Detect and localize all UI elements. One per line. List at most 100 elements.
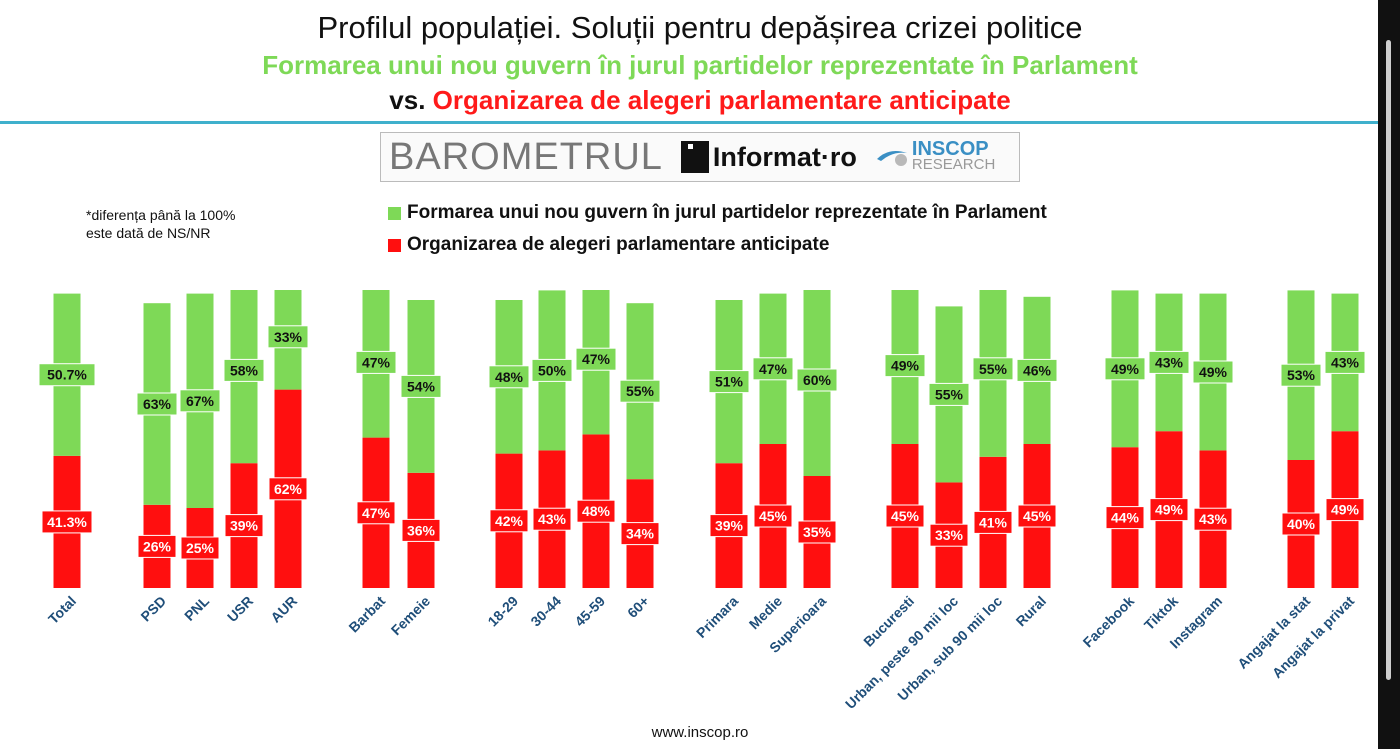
bar-red-label: 43% xyxy=(1199,511,1228,527)
bar-green-label: 55% xyxy=(935,386,964,402)
bar-red-label: 42% xyxy=(495,513,524,529)
bar-green-label: 51% xyxy=(715,374,744,390)
note-line-1: *diferența până la 100% xyxy=(86,207,236,223)
bar-green-label: 67% xyxy=(186,393,215,409)
bar-red-label-box xyxy=(1325,498,1365,522)
bar-green-label: 43% xyxy=(1155,354,1184,370)
bar-green-label-box xyxy=(928,382,970,406)
category-label: 30-44 xyxy=(527,593,564,630)
bar-green-label: 50.7% xyxy=(47,367,87,383)
stacked-bar-chart: 41.3% 50.7% Total 26% 63% PSD 25% 67% PNL 39% 58% U… xyxy=(38,290,1366,712)
bar-red-label: 48% xyxy=(582,503,611,519)
category-label: PSD xyxy=(137,593,169,625)
bar-red-label-box xyxy=(929,523,969,547)
category-label: 18-29 xyxy=(484,593,521,630)
bar-red-label: 39% xyxy=(230,518,259,534)
inscop-logo: INSCOP RESEARCH xyxy=(875,138,995,173)
bar-green-label-box xyxy=(1148,350,1190,374)
bar-group: 45% 49% xyxy=(884,290,926,588)
bar-green-label: 50% xyxy=(538,362,567,378)
bar-group: 39% 58% xyxy=(223,290,265,588)
bar-red-label-box xyxy=(576,499,616,523)
bar-group: 48% 47% xyxy=(575,290,617,588)
scroll-handle[interactable] xyxy=(1386,40,1391,680)
bar-green-label-box xyxy=(531,358,573,382)
bar-green-label-box xyxy=(136,392,178,416)
legend-label-red: Organizarea de alegeri parlamentare anti… xyxy=(407,234,830,255)
bar-red-label-box xyxy=(709,514,749,538)
bar-green-label-box xyxy=(400,374,442,398)
bar-red-label-box xyxy=(180,536,220,560)
bar-red-label: 40% xyxy=(1287,516,1316,532)
bar-red-label-box xyxy=(356,501,396,525)
category-label: Primara xyxy=(693,593,741,641)
category-label: PNL xyxy=(181,592,212,623)
bar-group: 49% 43% xyxy=(1324,293,1366,588)
bar-group: 36% 54% xyxy=(400,300,442,588)
bar-red-label: 45% xyxy=(891,508,920,524)
bar-group: 39% 51% xyxy=(708,300,750,588)
bar-green-label: 43% xyxy=(1331,354,1360,370)
bar-green-label-box xyxy=(619,379,661,403)
category-label: Angajat la stat xyxy=(1234,593,1313,672)
bar-green-label-box xyxy=(1280,363,1322,387)
legend-swatch-green xyxy=(388,206,401,220)
bar-green-label-box xyxy=(488,365,530,389)
bar-green-label: 54% xyxy=(407,378,436,394)
bar-green-label-box xyxy=(708,370,750,394)
bar-group: 45% 46% xyxy=(1016,296,1058,588)
bar-red-label-box xyxy=(1017,504,1057,528)
bar-group: 41% 55% xyxy=(972,290,1014,588)
bar-group: 35% 60% xyxy=(796,290,838,588)
bar-group: 26% 63% xyxy=(136,303,178,588)
bar-group: 40% 53% xyxy=(1280,290,1322,588)
bar-green-label: 46% xyxy=(1023,362,1052,378)
bar-green-label-box xyxy=(223,358,265,382)
bar-green-label: 53% xyxy=(1287,367,1316,383)
bar-red-label: 62% xyxy=(274,481,303,497)
bar-green-label: 49% xyxy=(1199,364,1228,380)
bar-green-label-box xyxy=(179,389,221,413)
bar-green-label-box xyxy=(1104,357,1146,381)
bar-red-label: 34% xyxy=(626,526,655,542)
legend-label-green: Formarea unui nou guvern în jurul partid… xyxy=(407,202,1047,223)
subtitle-vs: vs. xyxy=(389,85,426,115)
bar-red-label: 44% xyxy=(1111,510,1140,526)
bar-group: 44% 49% xyxy=(1104,290,1146,588)
category-label: AUR xyxy=(267,593,300,626)
bar-red-label-box xyxy=(489,509,529,533)
bar-green-label-box xyxy=(1192,360,1234,384)
category-label: USR xyxy=(224,593,256,625)
barometrul-logo: BAROMETRUL Informat·ro INSCOP RESEARCH xyxy=(380,132,1020,182)
window-frame-right xyxy=(1378,0,1400,749)
bar-red-label-box xyxy=(401,518,441,542)
bar-green-label: 60% xyxy=(803,372,832,388)
category-label: Angajat la privat xyxy=(1269,593,1358,682)
header-rule xyxy=(0,121,1378,124)
bar-group: 34% 55% xyxy=(619,303,661,588)
bar-green-label-box xyxy=(972,357,1014,381)
bar-green-label: 47% xyxy=(582,351,611,367)
bar-red-label: 39% xyxy=(715,518,744,534)
bar-group: 43% 50% xyxy=(531,290,573,588)
bar-red-label: 35% xyxy=(803,524,832,540)
bar-group: 33% 55% xyxy=(928,306,970,588)
bar-red-label-box xyxy=(268,477,308,501)
bar-red-label: 41% xyxy=(979,514,1008,530)
bar-red-label-box xyxy=(620,522,660,546)
bar-red-label: 47% xyxy=(362,505,391,521)
bar-group: 41.3% 50.7% xyxy=(38,293,96,588)
legend-item-red: Organizarea de alegeri parlamentare anti… xyxy=(388,234,829,256)
bar-red-label-box xyxy=(1281,512,1321,536)
inscop-wordmark: INSCOP xyxy=(911,138,989,160)
bar-green-label: 33% xyxy=(274,329,303,345)
bar-green-label-box xyxy=(267,325,309,349)
bar-group: 45% 47% xyxy=(752,293,794,588)
bar-red-label-box xyxy=(1149,498,1189,522)
bar-red-label: 41.3% xyxy=(47,514,87,530)
bar-green-label: 49% xyxy=(1111,361,1140,377)
bar-group: 62% 33% xyxy=(267,290,309,588)
bar-red-label: 36% xyxy=(407,522,436,538)
bar-red-label: 33% xyxy=(935,527,964,543)
bar-red-label-box xyxy=(753,504,793,528)
